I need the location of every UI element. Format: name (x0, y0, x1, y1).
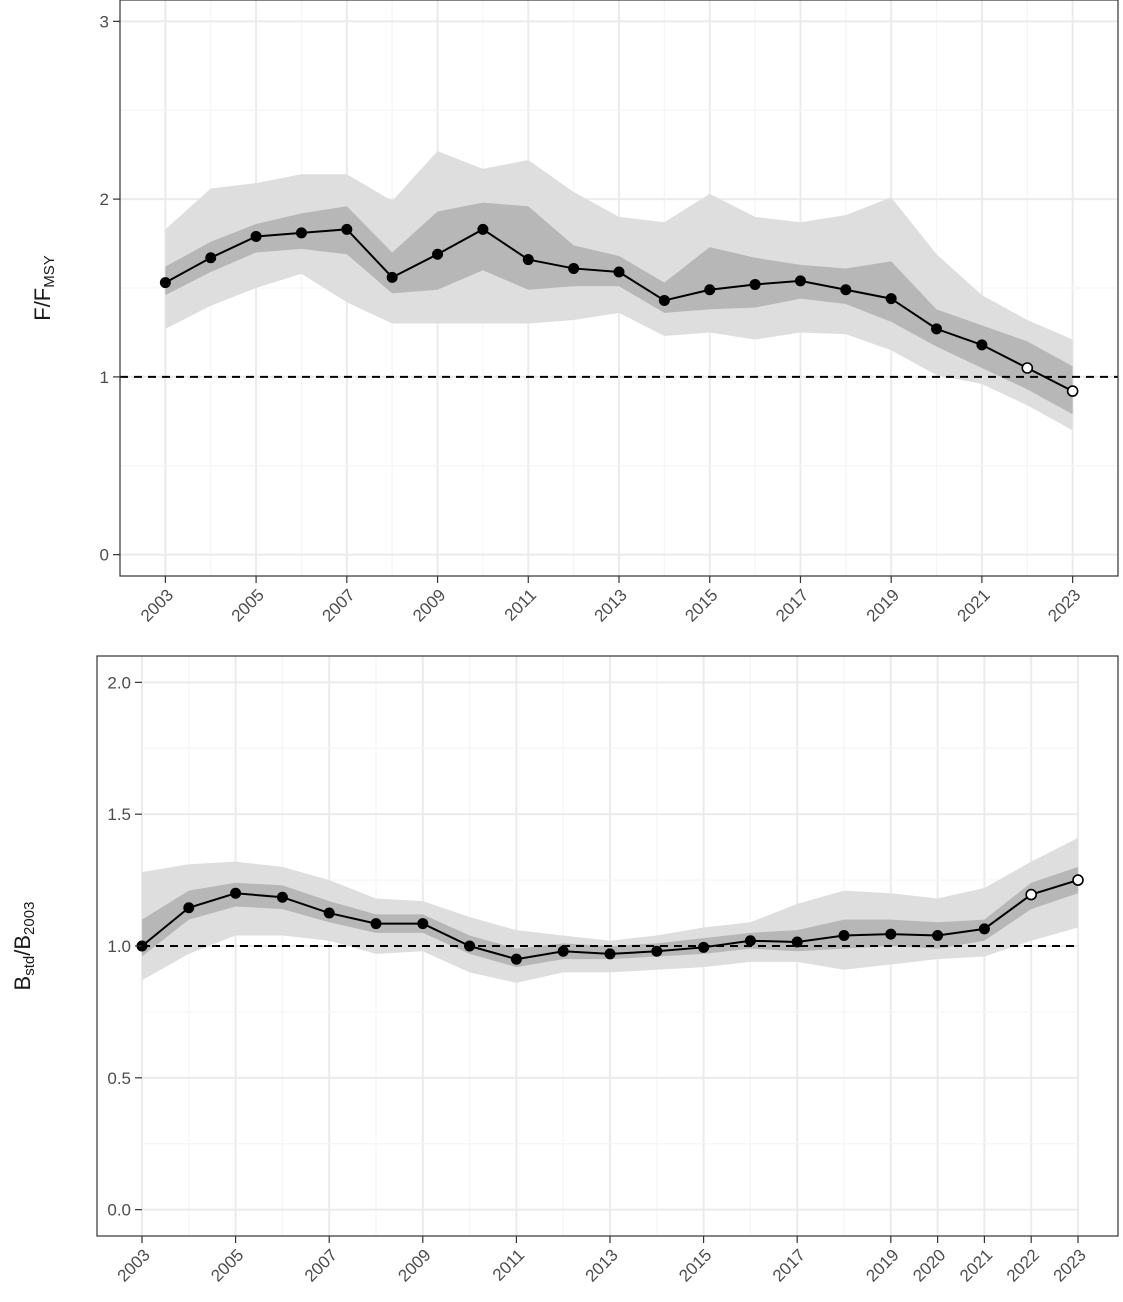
x-tick-label: 2017 (769, 1245, 809, 1285)
f-fmsy-panel: 0 1 2 3 2003 2005 2007 2009 2011 2013 2015 2017 201… (30, 0, 1119, 626)
data-point-projected (1025, 888, 1037, 901)
data-point (295, 227, 307, 239)
data-point (417, 918, 429, 930)
data-point (205, 252, 217, 264)
x-tick-label: 2013 (582, 1245, 622, 1285)
data-point (522, 254, 534, 266)
x-tick-label: 2019 (862, 1245, 902, 1285)
x-tick-label: 2015 (681, 585, 721, 625)
data-point-projected (1021, 362, 1034, 374)
y-tick-label: 3 (100, 12, 109, 31)
data-point (568, 262, 580, 274)
data-point (791, 936, 803, 948)
y-tick-label: 2.0 (107, 673, 131, 692)
y-axis-ticks: 0.0 0.5 1.0 1.5 2.0 (107, 673, 142, 1220)
y-tick-label: 1.0 (107, 937, 131, 956)
data-point (744, 935, 756, 947)
x-tick-label: 2023 (1050, 1245, 1090, 1285)
x-tick-label: 2005 (207, 1245, 247, 1285)
y-tick-label: 1.5 (107, 805, 131, 824)
data-point (477, 223, 489, 235)
y-axis-label-main: B (10, 976, 35, 991)
x-tick-label: 2013 (591, 585, 631, 625)
data-point (885, 293, 897, 305)
y-tick-label: 2 (100, 190, 109, 209)
data-point (658, 294, 670, 306)
data-point (510, 953, 522, 965)
data-point (794, 275, 806, 287)
x-tick-label: 2019 (863, 585, 903, 625)
ci-80-band (142, 866, 1078, 968)
data-point (651, 945, 663, 957)
data-point (840, 284, 852, 296)
data-point (698, 941, 710, 953)
panel-border (96, 655, 1119, 1237)
data-point (183, 902, 195, 914)
y-axis-label-main: F/F (30, 288, 55, 321)
y-axis-label-sub: std (21, 956, 38, 976)
data-point (386, 271, 398, 283)
data-point (432, 248, 444, 260)
data-point (370, 918, 382, 930)
data-point (323, 907, 335, 919)
y-tick-label: 1 (100, 368, 109, 387)
data-point (885, 928, 897, 940)
x-tick-label: 2011 (489, 1245, 528, 1284)
y-tick-label: 0 (100, 546, 109, 565)
x-tick-label: 2021 (956, 1245, 996, 1285)
y-axis-ticks: 0 1 2 3 (100, 12, 120, 565)
x-tick-label: 2015 (675, 1245, 715, 1285)
data-point (931, 323, 943, 335)
x-tick-label: 2022 (1003, 1245, 1043, 1285)
y-tick-label: 0.0 (107, 1201, 131, 1220)
y-tick-label: 0.5 (107, 1069, 131, 1088)
data-point (749, 278, 761, 290)
data-point (838, 929, 850, 941)
data-point (276, 891, 288, 903)
data-point (976, 339, 988, 351)
x-tick-label: 2003 (137, 585, 177, 625)
y-axis-label: F/FMSY (30, 255, 58, 321)
data-point-projected (1066, 385, 1079, 397)
data-point-projected (1072, 874, 1084, 886)
data-point (250, 230, 262, 242)
data-point (978, 923, 990, 935)
x-tick-label: 2011 (501, 585, 540, 624)
x-tick-label: 2005 (228, 585, 268, 625)
y-axis-label-mid: /B (10, 935, 35, 956)
data-point (704, 284, 716, 296)
data-point (613, 266, 625, 278)
x-tick-label: 2009 (409, 585, 449, 625)
data-point (932, 929, 944, 941)
y-axis-label: Bstd/B2003 (10, 902, 38, 991)
ci-80-band (165, 202, 1073, 415)
data-point (159, 277, 171, 289)
y-axis-label-sub: 2003 (21, 902, 38, 935)
x-axis-ticks: 2003 2005 2007 2009 2011 2013 2015 2017 2019 2020… (114, 1236, 1090, 1286)
data-point (604, 948, 616, 960)
x-tick-label: 2017 (772, 585, 812, 625)
y-axis-label-sub: MSY (41, 255, 58, 288)
x-tick-label: 2009 (394, 1245, 434, 1285)
data-point (230, 887, 242, 899)
x-axis-ticks: 2003 2005 2007 2009 2011 2013 2015 2017 2019 2021… (137, 576, 1084, 626)
b-ratio-panel: 0.0 0.5 1.0 1.5 2.0 2003 2005 2007 2009 2011 2013… (10, 655, 1119, 1286)
x-tick-label: 2007 (318, 585, 358, 625)
x-tick-label: 2021 (954, 585, 994, 625)
x-tick-label: 2003 (114, 1245, 154, 1285)
x-tick-label: 2007 (301, 1245, 341, 1285)
data-point (464, 940, 476, 952)
data-point (341, 223, 353, 235)
series-points (159, 223, 1079, 397)
x-tick-label: 2020 (909, 1245, 949, 1285)
ci-95-band (165, 151, 1073, 431)
x-tick-label: 2023 (1044, 585, 1084, 625)
data-point (557, 945, 569, 957)
